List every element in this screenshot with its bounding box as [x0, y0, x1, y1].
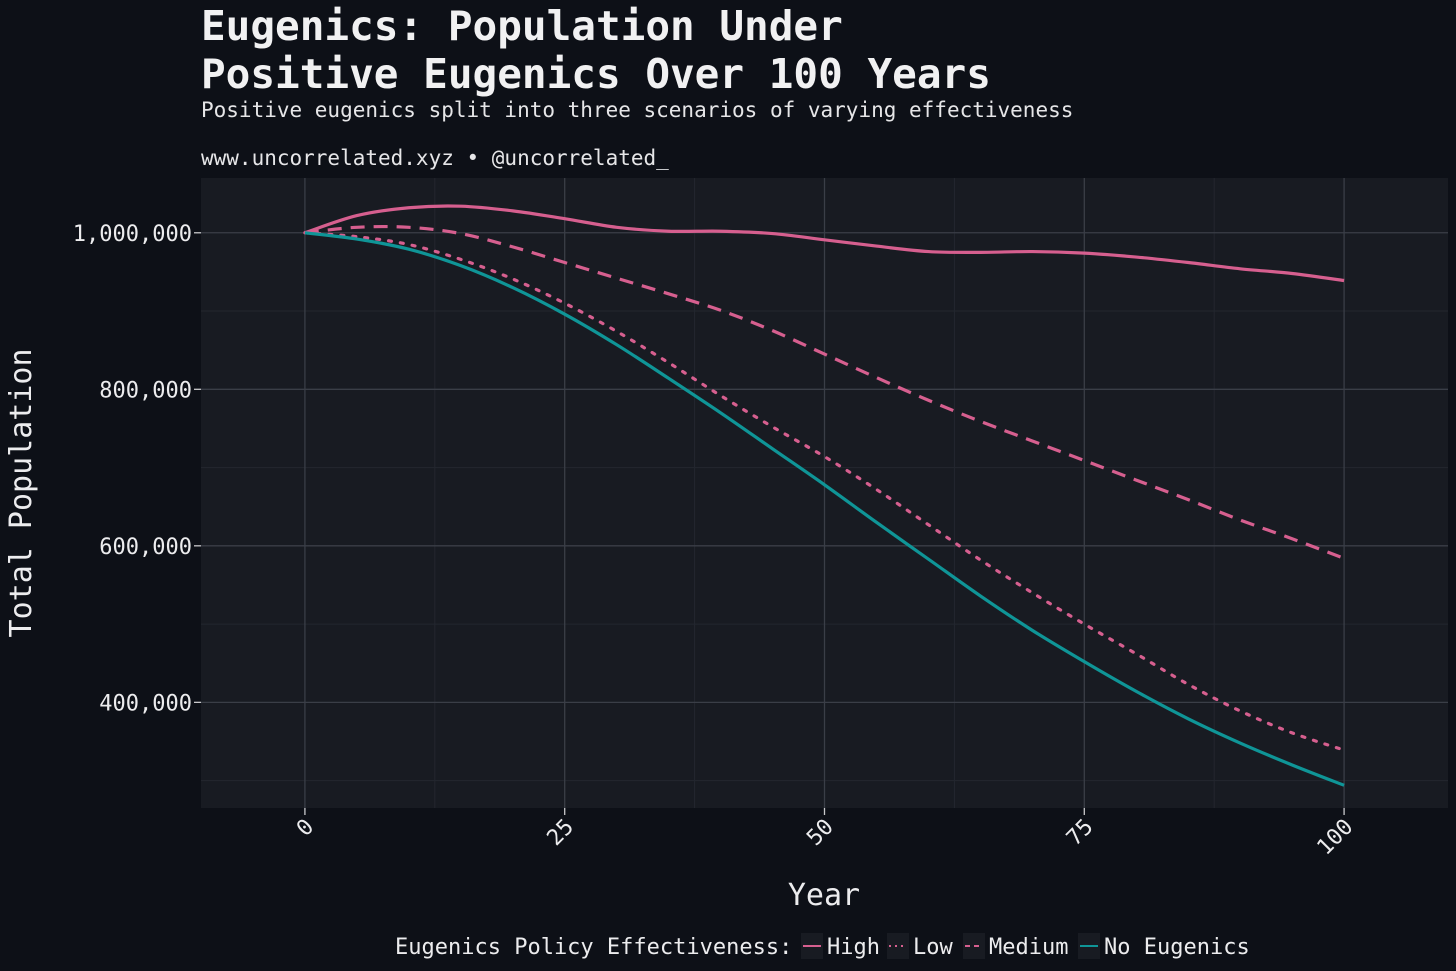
y-axis-title: Total Population [4, 349, 39, 638]
x-tick-label: 50 [802, 815, 838, 851]
x-axis-title: Year [788, 878, 860, 913]
legend-key-bg [887, 933, 909, 959]
y-tick-label: 800,000 [99, 378, 192, 403]
x-tick-label: 100 [1313, 815, 1359, 861]
legend-label: Medium [989, 935, 1068, 960]
chart-subtitle: Positive eugenics split into three scena… [201, 98, 1074, 122]
y-tick-label: 400,000 [99, 691, 192, 716]
series-line-no-eugenics [304, 231, 1345, 787]
series-line-low [303, 231, 1346, 752]
x-tick-label: 25 [543, 815, 579, 851]
series-line-medium [304, 224, 1345, 560]
legend-title: Eugenics Policy Effectiveness: [395, 935, 792, 960]
chart-title-line1: Eugenics: Population Under [201, 2, 843, 50]
series-lines [303, 204, 1346, 787]
major-grid [201, 178, 1448, 808]
x-tick-label: 75 [1062, 815, 1098, 851]
series-line-high [304, 204, 1345, 283]
y-tick-label: 600,000 [99, 535, 192, 560]
chart-title: Eugenics: Population Under Positive Euge… [201, 2, 1201, 98]
legend-label: High [827, 935, 880, 960]
chart-caption: www.uncorrelated.xyz • @uncorrelated_ [201, 146, 669, 170]
legend: Eugenics Policy Effectiveness: High Low Med… [395, 933, 1250, 960]
chart-title-line2: Positive Eugenics Over 100 Years [201, 50, 991, 98]
x-tick-label: 0 [292, 815, 319, 842]
y-tick-label: 1,000,000 [73, 222, 192, 247]
legend-label: Low [913, 935, 953, 960]
x-axis-ticks: 0 25 50 75 100 [292, 808, 1358, 860]
y-axis-ticks: 400,000 600,000 800,000 1,000,000 [73, 222, 201, 716]
legend-label: No Eugenics [1104, 935, 1250, 960]
